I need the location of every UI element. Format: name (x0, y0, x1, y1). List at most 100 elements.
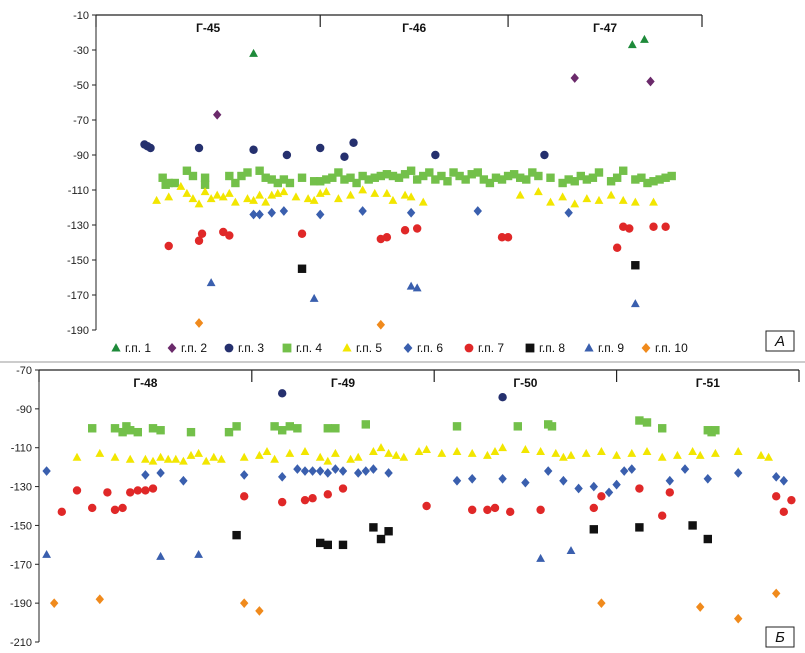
data-point (461, 175, 470, 184)
y-tick-label: -130 (67, 220, 89, 232)
data-point (619, 166, 628, 175)
data-point (72, 452, 82, 461)
data-point (665, 475, 674, 486)
series-s4 (88, 416, 720, 437)
data-point (231, 178, 240, 188)
data-point (509, 170, 519, 179)
data-point (369, 464, 378, 474)
data-point (779, 475, 788, 486)
data-point (279, 206, 289, 216)
data-point (330, 448, 340, 457)
data-point (240, 470, 249, 480)
legend-marker (111, 343, 121, 352)
y-tick-label: -170 (10, 559, 32, 571)
legend-label: г.п. 10 (655, 341, 688, 355)
data-point (164, 178, 173, 188)
data-point (95, 448, 105, 457)
y-tick-label: -70 (73, 115, 89, 127)
data-point (388, 195, 398, 204)
data-point (200, 173, 210, 182)
data-point (212, 190, 222, 199)
data-point (630, 197, 640, 206)
segment-label: Г-48 (133, 376, 157, 390)
data-point (346, 173, 355, 182)
series-s7 (57, 484, 796, 520)
data-point (254, 450, 264, 459)
data-point (655, 175, 664, 184)
data-point (334, 168, 343, 177)
data-point (273, 178, 282, 188)
data-point (399, 452, 409, 461)
data-point (285, 422, 294, 431)
panel-label: Б (775, 629, 785, 646)
data-point (152, 195, 162, 204)
data-point (558, 452, 568, 461)
data-point (400, 170, 410, 179)
data-point (534, 171, 543, 181)
data-point (358, 185, 368, 194)
data-point (225, 231, 234, 240)
legend-marker (282, 343, 292, 353)
data-point (497, 175, 507, 184)
data-point (243, 194, 252, 203)
data-point (278, 472, 287, 482)
data-point (279, 175, 289, 184)
data-point (672, 450, 682, 459)
data-point (384, 448, 394, 457)
segment-label: Г-51 (696, 376, 720, 390)
data-point (376, 171, 386, 181)
data-point (352, 178, 361, 188)
data-point (570, 177, 579, 186)
data-point (376, 319, 386, 330)
data-point (293, 464, 302, 474)
data-point (631, 175, 640, 184)
legend-label: г.п. 4 (296, 341, 322, 355)
data-point (133, 427, 142, 437)
data-point (497, 233, 507, 242)
data-point (188, 171, 198, 181)
series-s8 (232, 521, 712, 550)
y-tick-label: -110 (68, 185, 89, 197)
data-point (240, 492, 249, 501)
data-point (400, 190, 410, 199)
data-point (225, 171, 234, 181)
panel-label: А (774, 333, 785, 350)
legend-label: г.п. 7 (478, 341, 504, 355)
data-point (490, 503, 500, 513)
segment-label: Г-47 (593, 21, 617, 35)
data-point (186, 427, 196, 437)
data-point (449, 168, 458, 177)
data-point (688, 521, 697, 530)
data-point (544, 466, 553, 476)
y-tick-label: -30 (73, 45, 89, 57)
data-point (346, 190, 355, 199)
data-point (118, 503, 127, 513)
data-point (148, 484, 158, 493)
series-s5 (152, 181, 658, 208)
data-point (384, 527, 393, 536)
data-point (468, 505, 477, 515)
data-point (635, 484, 644, 493)
data-point (158, 173, 167, 182)
segment-label: Г-50 (513, 376, 537, 390)
data-point (515, 190, 525, 199)
data-point (316, 538, 325, 548)
data-point (559, 475, 568, 486)
data-point (171, 454, 181, 463)
data-point (576, 171, 585, 181)
data-point (482, 450, 492, 459)
data-point (485, 178, 495, 188)
data-point (141, 470, 150, 480)
legend-label: г.п. 3 (238, 341, 264, 355)
data-point (503, 233, 513, 242)
data-point (431, 150, 440, 160)
y-tick-label: -50 (73, 80, 89, 92)
data-point (772, 588, 781, 599)
data-point (197, 229, 207, 238)
data-point (262, 446, 272, 455)
data-point (522, 175, 531, 184)
data-point (710, 448, 720, 457)
data-point (216, 454, 226, 463)
data-point (400, 226, 410, 235)
data-point (308, 466, 317, 476)
